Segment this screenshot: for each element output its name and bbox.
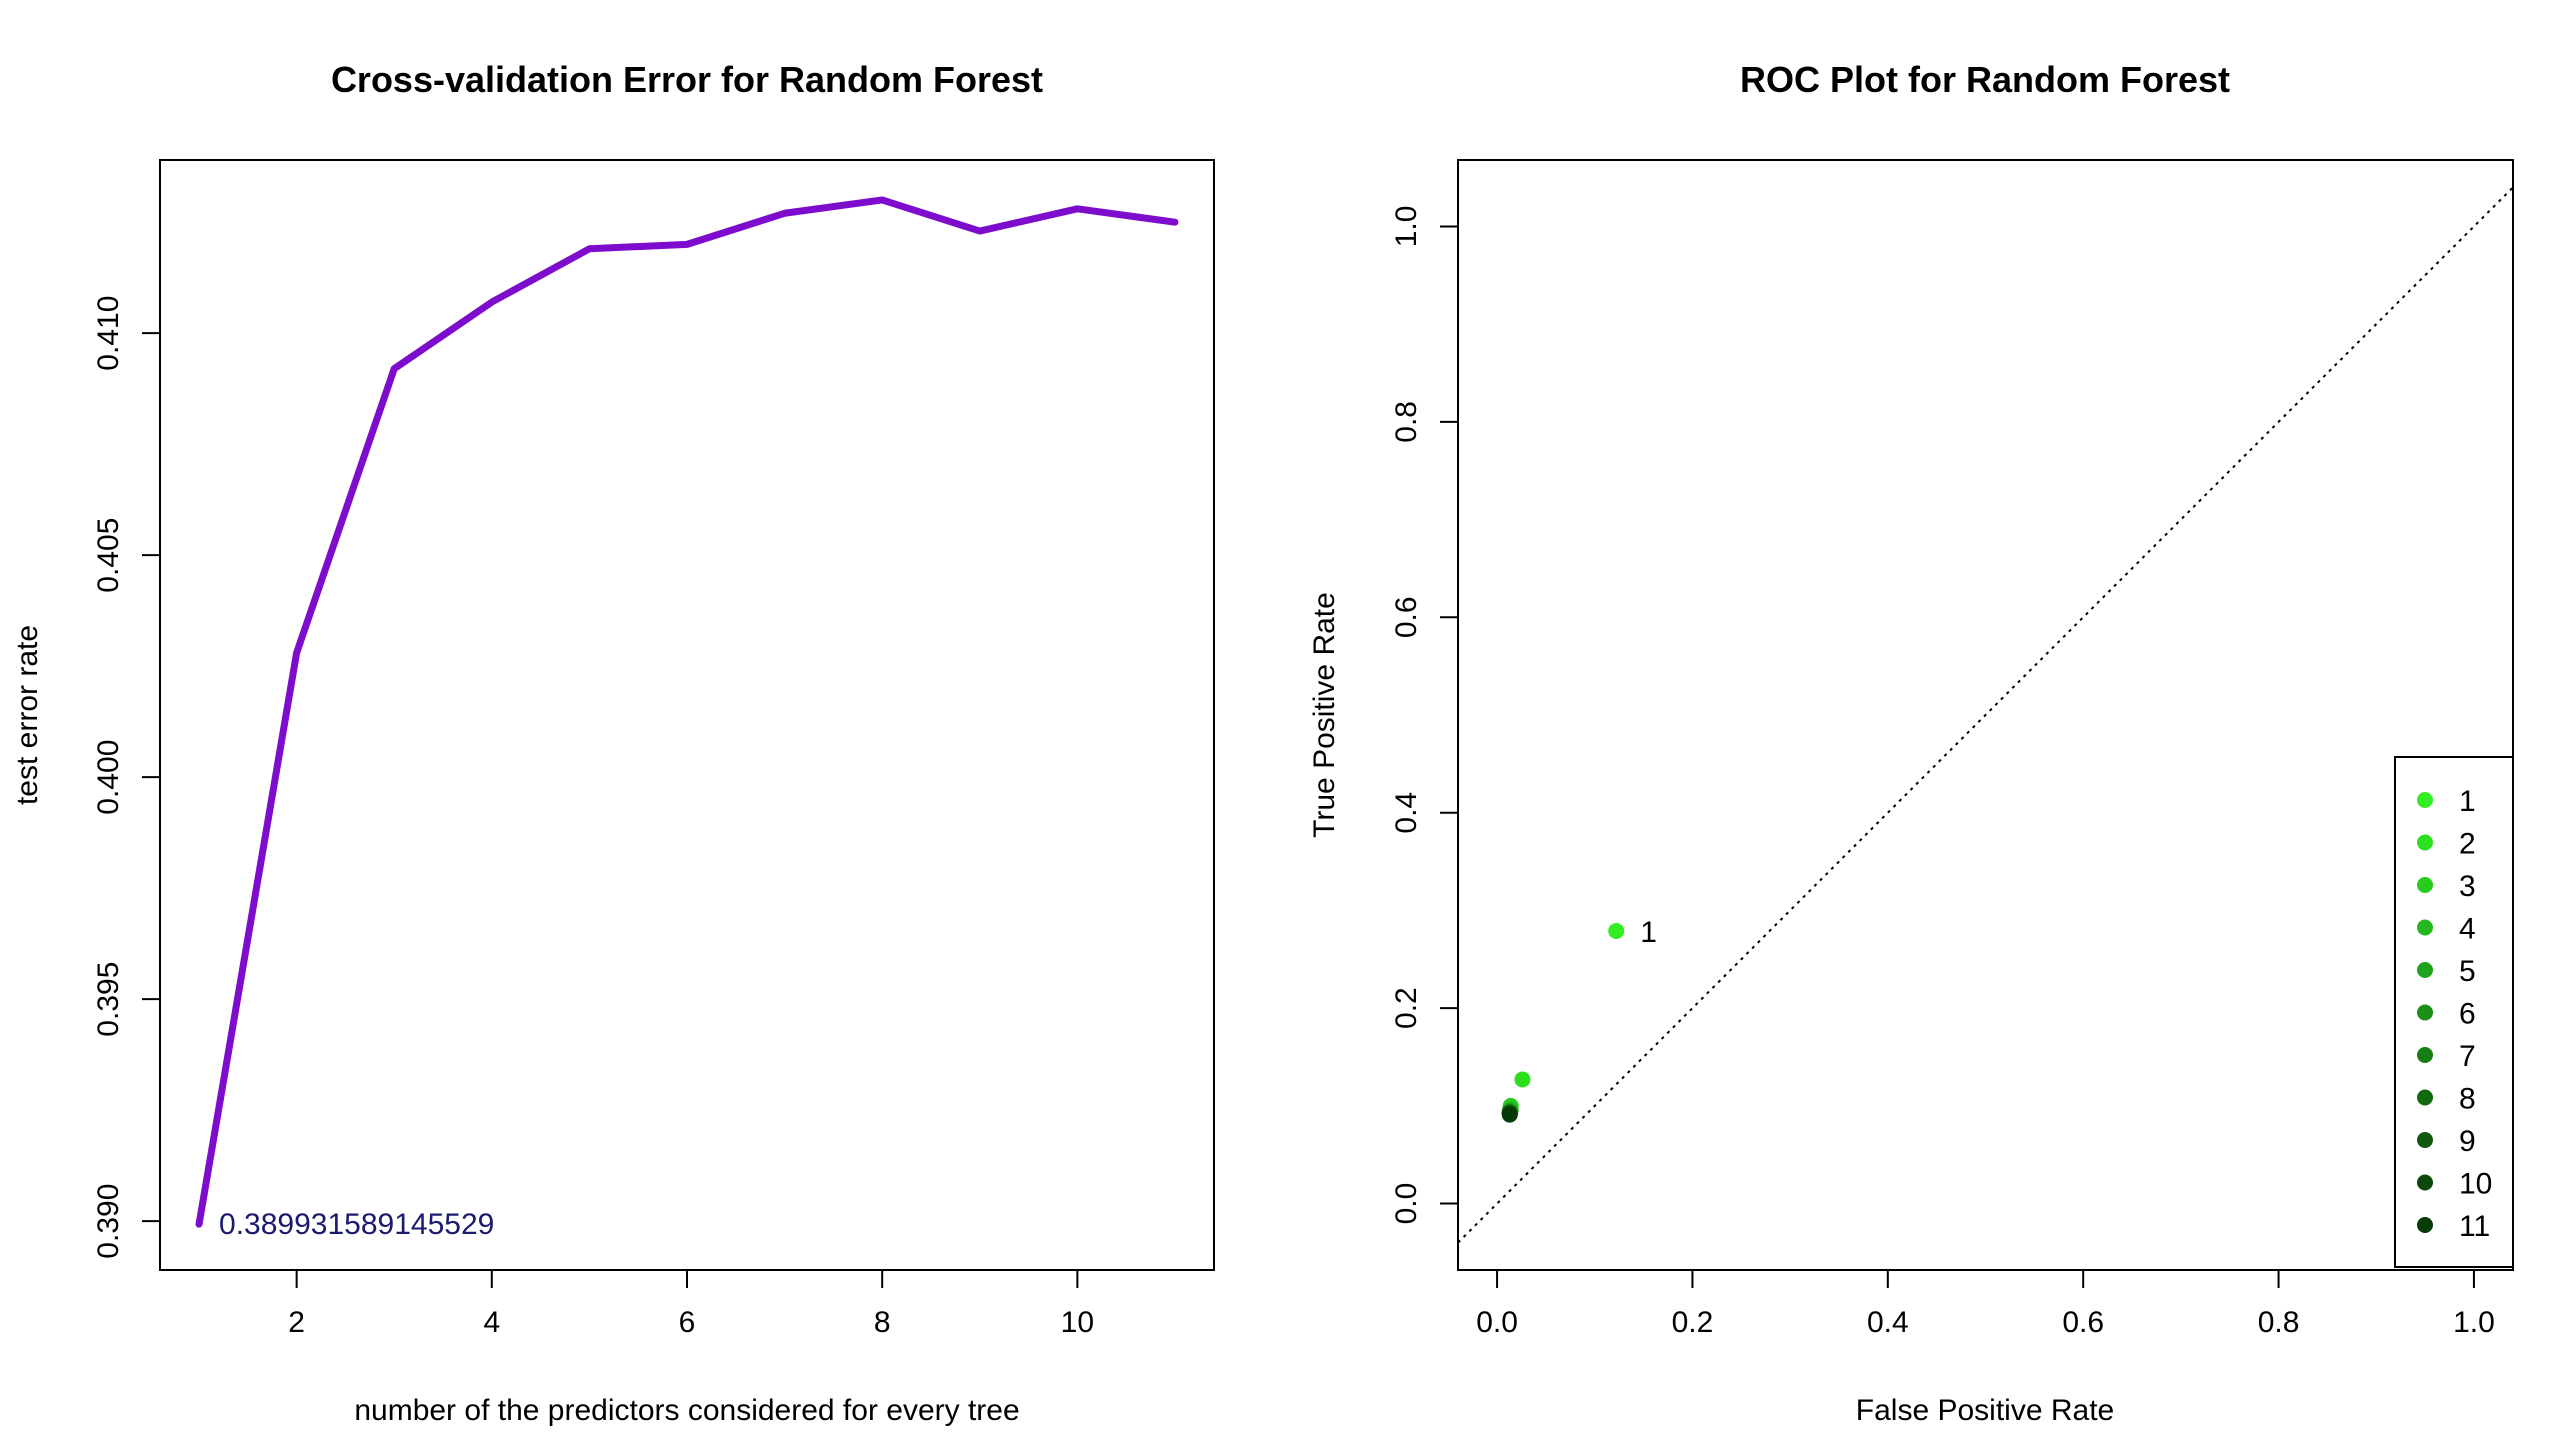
roc-legend-label: 1 [2459,785,2476,818]
roc-legend-marker [2417,834,2433,851]
roc-legend-marker [2417,1174,2433,1191]
roc-x-tick-label: 0.6 [2062,1306,2104,1339]
cv-x-tick-label: 2 [288,1306,305,1339]
roc-y-axis-label: True Positive Rate [1308,592,1341,838]
cv-x-tick-label: 4 [483,1306,500,1339]
roc-legend-label: 6 [2459,998,2476,1031]
cv-min-annotation: 0.389931589145529 [219,1208,494,1241]
cv-y-tick-label: 0.410 [92,296,125,371]
roc-y-tick-label: 1.0 [1390,206,1423,248]
roc-point-2 [1514,1071,1531,1088]
roc-y-tick-label: 0.2 [1390,987,1423,1029]
cv-x-axis-label: number of the predictors considered for … [354,1394,1019,1427]
roc-y-tick-label: 0.6 [1390,596,1423,638]
roc-legend-marker [2417,1089,2433,1106]
cv-error-chart: Cross-validation Error for Random Forest… [11,59,1215,1427]
roc-x-tick-label: 1.0 [2453,1306,2495,1339]
roc-legend-label: 3 [2459,870,2476,903]
roc-legend-label: 8 [2459,1083,2476,1116]
cv-y-tick-label: 0.400 [92,740,125,815]
cv-y-tick-label: 0.395 [92,962,125,1037]
roc-x-tick-label: 0.0 [1476,1306,1518,1339]
roc-legend-marker [2417,1047,2433,1063]
roc-legend-marker [2417,1217,2433,1233]
roc-y-tick-label: 0.8 [1390,401,1423,443]
roc-reference-line [1457,186,2514,1244]
roc-legend-label: 2 [2459,828,2476,861]
cv-x-axis: 2 4 6 8 10 [288,1269,1094,1339]
roc-legend-marker [2417,1132,2433,1148]
cv-x-tick-label: 6 [679,1306,696,1339]
roc-x-axis: 0.0 0.2 0.4 0.6 0.8 1.0 [1476,1269,2495,1339]
roc-points [1501,922,1625,1123]
roc-legend-marker [2417,919,2433,936]
roc-legend-marker [2417,1004,2433,1021]
roc-x-axis-label: False Positive Rate [1856,1394,2114,1427]
roc-x-tick-label: 0.4 [1867,1306,1909,1339]
cv-annotations: 0.389931589145529 [219,1208,494,1241]
roc-legend-label: 11 [2459,1210,2490,1243]
cv-chart-title: Cross-validation Error for Random Forest [331,59,1043,100]
roc-legend-box [2394,756,2514,1268]
cv-y-tick-label: 0.405 [92,518,125,593]
roc-y-axis: 0.0 0.2 0.4 0.6 0.8 1.0 [1390,206,1459,1225]
cv-y-axis-label: test error rate [11,625,44,805]
roc-point-label: 1 [1640,916,1657,949]
roc-legend-label: 10 [2459,1168,2492,1201]
cv-x-tick-label: 10 [1061,1306,1094,1339]
roc-chart: ROC Plot for Random Forest 0.0 0.2 0.4 0.6 0… [1308,59,2514,1427]
roc-legend-label: 4 [2459,913,2476,946]
roc-legend-marker [2417,792,2433,808]
roc-chart-title: ROC Plot for Random Forest [1740,59,2230,100]
roc-point-1 [1608,922,1625,939]
roc-point-11 [1501,1106,1518,1123]
roc-legend-marker [2417,962,2433,978]
roc-x-tick-label: 0.8 [2258,1306,2300,1339]
roc-legend-label: 9 [2459,1125,2476,1158]
roc-x-tick-label: 0.2 [1672,1306,1714,1339]
roc-legend-label: 5 [2459,955,2476,988]
roc-legend: 1 2 3 4 5 6 7 8 9 10 11 [2394,756,2514,1268]
cv-error-line [195,196,1179,1228]
roc-legend-marker [2417,877,2433,893]
roc-y-tick-label: 0.0 [1390,1183,1423,1225]
roc-legend-label: 7 [2459,1040,2476,1073]
cv-x-tick-label: 8 [874,1306,891,1339]
cv-y-axis: 0.390 0.395 0.400 0.405 0.410 [92,296,161,1259]
roc-y-tick-label: 0.4 [1390,792,1423,834]
roc-point-annotations: 1 [1640,916,1657,949]
cv-y-tick-label: 0.390 [92,1184,125,1259]
